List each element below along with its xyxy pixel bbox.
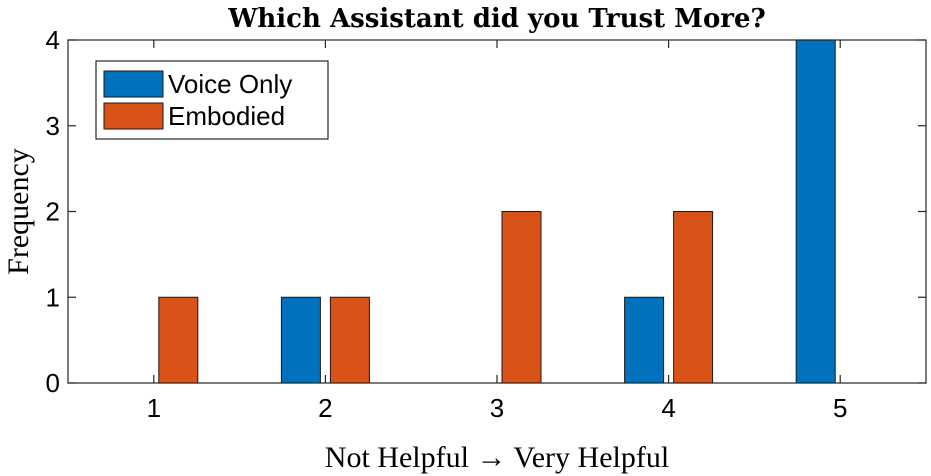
bar-embodied-3 (501, 211, 542, 384)
bar-voice-only-5 (795, 39, 836, 384)
x-tick-label: 2 (318, 393, 332, 423)
y-tick-label: 3 (46, 111, 60, 141)
x-axis-label: Not Helpful → Very Helpful (325, 441, 669, 474)
y-axis-label: Frequency (2, 148, 35, 275)
bar-embodied-4 (673, 211, 714, 384)
bar-embodied-2 (329, 296, 370, 384)
y-tick-label: 1 (46, 282, 60, 312)
x-tick-label: 1 (147, 393, 161, 423)
x-tick-label: 4 (661, 393, 675, 423)
plot-area: 1 2 3 4 5 0 1 2 3 4 (46, 25, 927, 423)
y-tick-label: 0 (46, 368, 60, 398)
legend-label-voice-only: Voice Only (168, 69, 292, 99)
legend-label-embodied: Embodied (168, 101, 285, 131)
x-tick-label: 3 (490, 393, 504, 423)
x-tick-label: 5 (833, 393, 847, 423)
bar-embodied-1 (158, 296, 199, 384)
legend-swatch-embodied (103, 102, 164, 130)
legend-swatch-voice-only (103, 70, 164, 98)
y-tick-label: 2 (46, 197, 60, 227)
bar-voice-only-4 (624, 296, 665, 384)
y-tick-label: 4 (46, 25, 60, 55)
bar-voice-only-2 (280, 296, 321, 384)
chart-title: Which Assistant did you Trust More? (227, 4, 766, 34)
